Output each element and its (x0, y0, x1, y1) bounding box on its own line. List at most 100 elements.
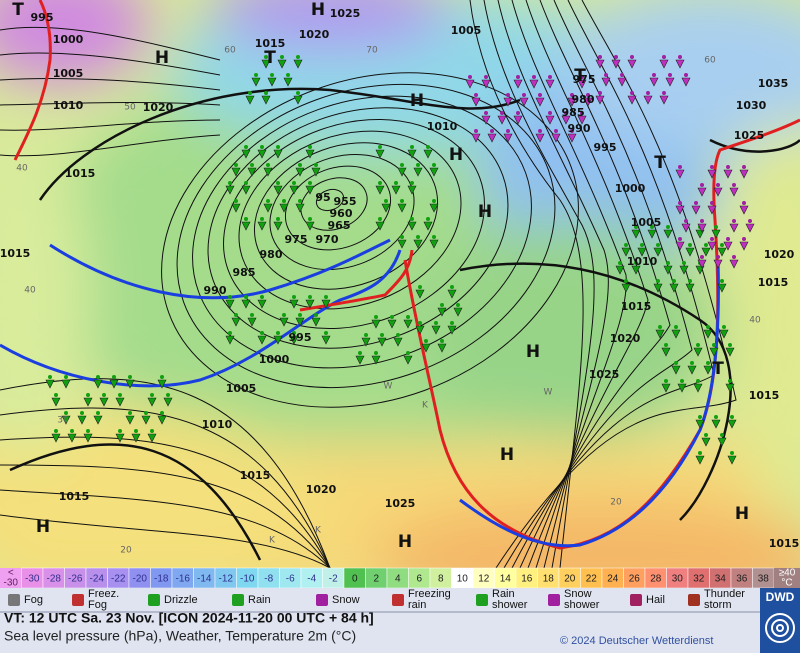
isobar (0, 407, 331, 568)
weather-dot (474, 93, 478, 97)
weather-dot (522, 93, 526, 97)
isobar-label: 965 (328, 219, 351, 232)
contour-label: K (422, 401, 429, 411)
weather-symbol (693, 347, 703, 357)
weather-dot (706, 361, 710, 365)
weather-label: Snow (564, 588, 592, 600)
pressure-center: H (36, 517, 50, 537)
weather-symbol (703, 329, 713, 339)
weather-dot (742, 237, 746, 241)
isobar-label: 1010 (627, 255, 658, 268)
weather-dot (270, 73, 274, 77)
weather-dot (722, 325, 726, 329)
weather-legend: Fog Freez.Fog Drizzle Rain Snow FreezingrainR… (8, 588, 745, 611)
weather-icon (688, 594, 700, 606)
weather-symbol (407, 185, 417, 195)
weather-dot (134, 429, 138, 433)
weather-symbol (663, 265, 673, 275)
weather-label: Thunder (704, 588, 745, 600)
isobar-label: 980 (572, 93, 595, 106)
weather-symbol (725, 347, 735, 357)
weather-symbol (567, 97, 577, 107)
isobar-label: 995 (31, 11, 54, 24)
weather-dot (358, 351, 362, 355)
scale-label: 24 (607, 574, 619, 585)
pressure-center: T (12, 0, 24, 20)
scale-label: -10 (240, 574, 255, 585)
weather-symbol (125, 415, 135, 425)
scale-label: 14 (500, 574, 512, 585)
weather-symbol (257, 221, 267, 231)
weather-dot (244, 217, 248, 221)
weather-symbol (321, 299, 331, 309)
weather-dot (538, 129, 542, 133)
weather-dot (244, 145, 248, 149)
weather-symbol (375, 149, 385, 159)
weather-symbol (109, 379, 119, 389)
weather-symbol (311, 317, 321, 327)
weather-label: Rain (248, 594, 271, 606)
isobar (0, 119, 221, 131)
weather-symbol (397, 203, 407, 213)
scale-label: 26 (629, 574, 641, 585)
weather-dot (652, 73, 656, 77)
isobar (284, 165, 392, 251)
weather-dot (646, 91, 650, 95)
weather-dot (248, 91, 252, 95)
scale-label: -18 (154, 574, 169, 585)
isobar-label: 1015 (769, 537, 800, 550)
weather-dot (564, 111, 568, 115)
weather-symbol (415, 325, 425, 335)
weather-dot (548, 75, 552, 79)
contour-label: 60 (704, 56, 716, 66)
weather-dot (228, 331, 232, 335)
pressure-center: H (478, 202, 492, 222)
weather-symbol (279, 317, 289, 327)
weather-symbol (503, 97, 513, 107)
weather-symbol (701, 247, 711, 257)
weather-symbol (697, 187, 707, 197)
weather-symbol (681, 77, 691, 87)
weather-dot (598, 55, 602, 59)
isobar (176, 83, 556, 389)
weather-symbol (561, 115, 571, 125)
weather-symbol (713, 259, 723, 269)
weather-dot (292, 331, 296, 335)
weather-dot (418, 285, 422, 289)
weather-symbol (535, 133, 545, 143)
weather-dot (474, 129, 478, 133)
isobar (0, 464, 331, 568)
weather-dot (716, 255, 720, 259)
weather-symbol (51, 397, 61, 407)
weather-dot (490, 129, 494, 133)
weather-symbol (695, 455, 705, 465)
weather-symbol (293, 95, 303, 105)
weather-symbol (717, 247, 727, 257)
isobar-1025 (709, 138, 800, 153)
weather-dot (228, 181, 232, 185)
isobar-label: 1005 (53, 67, 84, 80)
weather-dot (234, 313, 238, 317)
weather-icon (8, 594, 20, 606)
weather-label: Drizzle (164, 594, 198, 606)
weather-symbol (621, 283, 631, 293)
weather-dot (374, 315, 378, 319)
weather-label: shower (564, 599, 600, 611)
weather-symbol (247, 167, 257, 177)
weather-dot (254, 73, 258, 77)
weather-dot (416, 235, 420, 239)
scale-label: 2 (373, 574, 379, 585)
isobar-label: 1020 (610, 332, 641, 345)
isobar-1015-south (9, 443, 262, 561)
weather-symbol (481, 115, 491, 125)
scale-label: 12 (478, 574, 490, 585)
pressure-center: H (526, 342, 540, 362)
weather-symbol (225, 185, 235, 195)
weather-symbol (583, 97, 593, 107)
weather-dot (378, 145, 382, 149)
weather-symbol (231, 203, 241, 213)
weather-symbol (83, 433, 93, 443)
weather-symbol (677, 383, 687, 393)
weather-dot (506, 129, 510, 133)
